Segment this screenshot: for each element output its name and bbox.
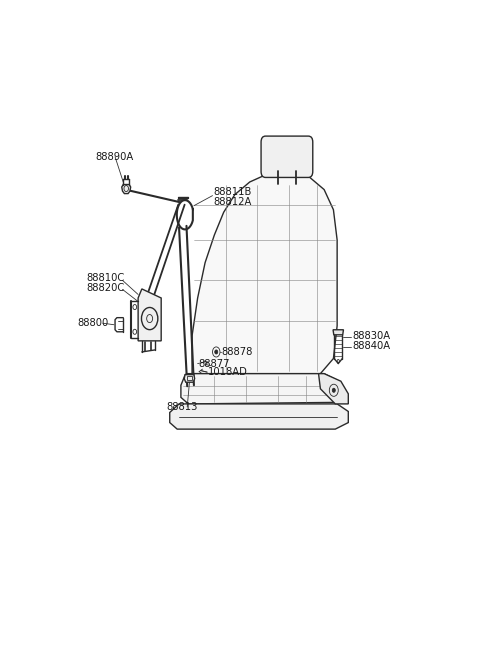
Polygon shape (333, 329, 344, 335)
Text: 88878: 88878 (222, 347, 253, 357)
Text: 88890A: 88890A (96, 152, 133, 162)
Polygon shape (319, 373, 348, 404)
Text: 88813: 88813 (167, 402, 198, 413)
Polygon shape (181, 373, 341, 404)
Text: 1018AD: 1018AD (208, 367, 248, 377)
Polygon shape (184, 375, 195, 383)
Text: 88811B: 88811B (213, 187, 252, 197)
Polygon shape (170, 404, 348, 429)
Text: 88810C: 88810C (86, 273, 124, 283)
Text: 88800: 88800 (78, 318, 109, 328)
Polygon shape (122, 185, 131, 194)
Circle shape (215, 350, 218, 354)
Text: 88877: 88877 (198, 358, 230, 369)
Text: 88840A: 88840A (352, 341, 390, 351)
Polygon shape (138, 289, 161, 341)
FancyBboxPatch shape (261, 136, 313, 178)
Text: 88820C: 88820C (86, 283, 124, 293)
Text: 88830A: 88830A (352, 331, 390, 341)
Polygon shape (192, 172, 337, 373)
Text: 88812A: 88812A (213, 197, 252, 207)
Circle shape (332, 388, 335, 392)
